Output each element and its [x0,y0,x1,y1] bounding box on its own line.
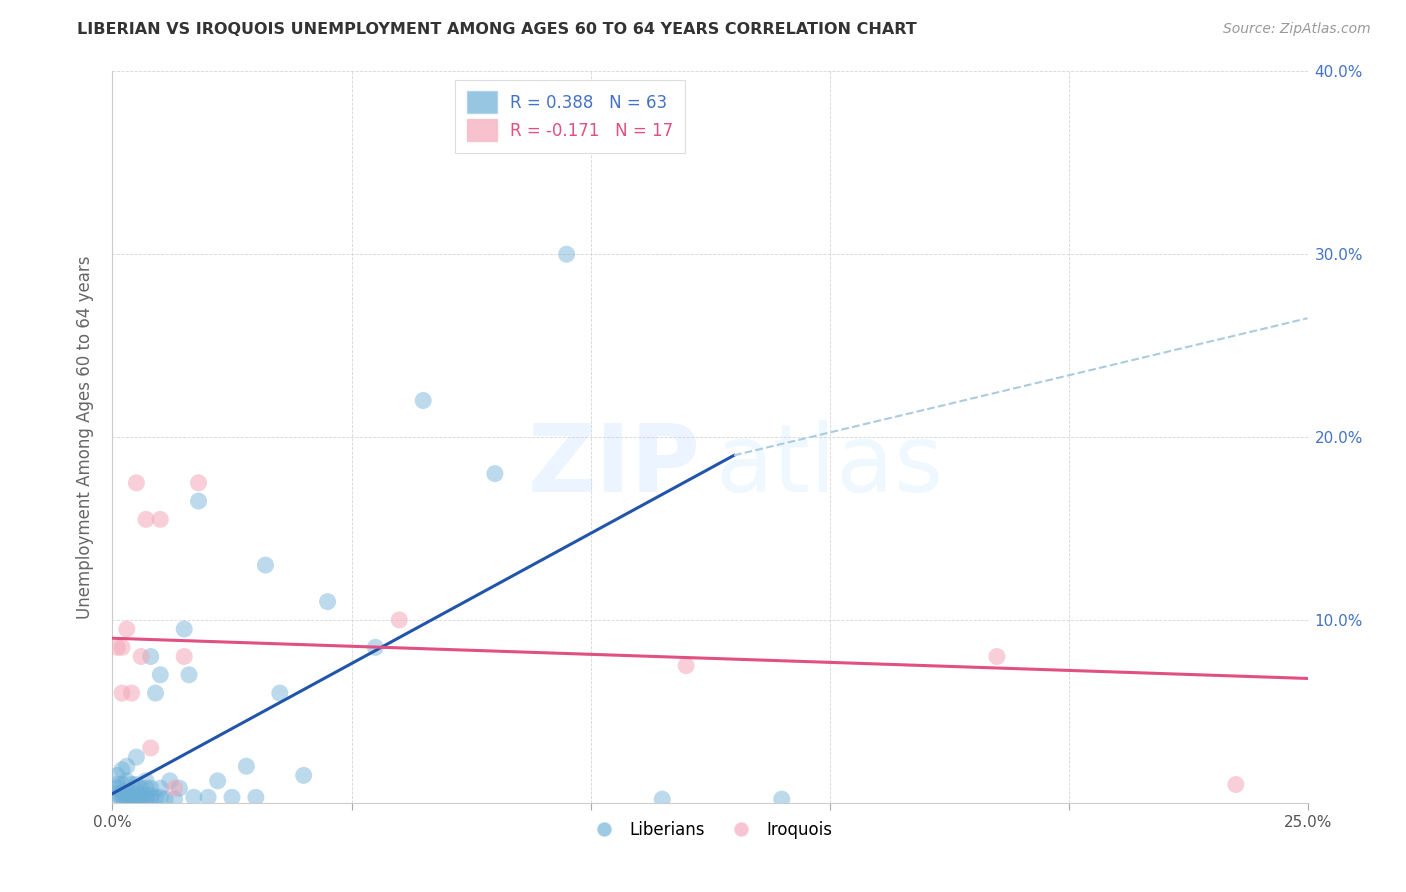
Point [111,785,134,799]
Point [105,768,128,782]
Point [245,790,267,805]
Point [121,686,143,700]
Point [153,792,176,806]
Point [121,778,143,792]
Point [121,792,143,806]
Point [129,649,152,664]
Point [149,667,172,681]
Point [145,790,167,805]
Point [221,790,243,805]
Point [125,778,148,792]
Point [121,787,143,801]
Point [139,781,162,796]
Point [269,686,291,700]
Point [169,781,191,796]
Point [207,773,229,788]
Point [173,649,195,664]
Point [105,790,128,805]
Point [139,649,162,664]
Y-axis label: Unemployment Among Ages 60 to 64 years: Unemployment Among Ages 60 to 64 years [76,255,94,619]
Point [125,792,148,806]
Point [770,792,793,806]
Point [125,785,148,799]
Point [197,790,219,805]
Point [254,558,277,573]
Legend: Liberians, Iroquois: Liberians, Iroquois [581,814,839,846]
Text: Source: ZipAtlas.com: Source: ZipAtlas.com [1223,22,1371,37]
Point [105,787,128,801]
Point [111,778,134,792]
Point [105,778,128,792]
Point [139,789,162,803]
Point [115,759,138,773]
Point [111,792,134,806]
Point [292,768,315,782]
Point [149,512,172,526]
Point [121,790,143,805]
Point [187,475,209,490]
Point [135,512,157,526]
Point [177,667,200,681]
Point [388,613,411,627]
Point [163,781,186,796]
Text: atlas: atlas [716,420,943,512]
Point [111,789,134,803]
Point [484,467,506,481]
Text: LIBERIAN VS IROQUOIS UNEMPLOYMENT AMONG AGES 60 TO 64 YEARS CORRELATION CHART: LIBERIAN VS IROQUOIS UNEMPLOYMENT AMONG … [77,22,917,37]
Point [412,393,434,408]
Point [149,781,172,796]
Point [105,640,128,655]
Point [129,792,152,806]
Text: ZIP: ZIP [529,420,700,512]
Point [651,792,673,806]
Point [316,594,339,608]
Point [129,781,152,796]
Point [125,475,148,490]
Point [139,792,162,806]
Point [115,622,138,636]
Point [173,622,195,636]
Point [115,773,138,788]
Point [115,785,138,799]
Point [111,763,134,777]
Point [111,686,134,700]
Point [364,640,387,655]
Point [183,790,205,805]
Point [555,247,578,261]
Point [159,773,181,788]
Point [163,792,186,806]
Point [125,789,148,803]
Point [135,773,157,788]
Point [675,658,697,673]
Point [135,781,157,796]
Point [139,740,162,755]
Point [1225,778,1247,792]
Point [187,494,209,508]
Point [135,789,157,803]
Point [115,789,138,803]
Point [235,759,257,773]
Point [105,781,128,796]
Point [986,649,1008,664]
Point [115,792,138,806]
Point [149,790,172,805]
Point [145,686,167,700]
Point [129,789,152,803]
Point [125,750,148,764]
Point [135,792,157,806]
Point [111,640,134,655]
